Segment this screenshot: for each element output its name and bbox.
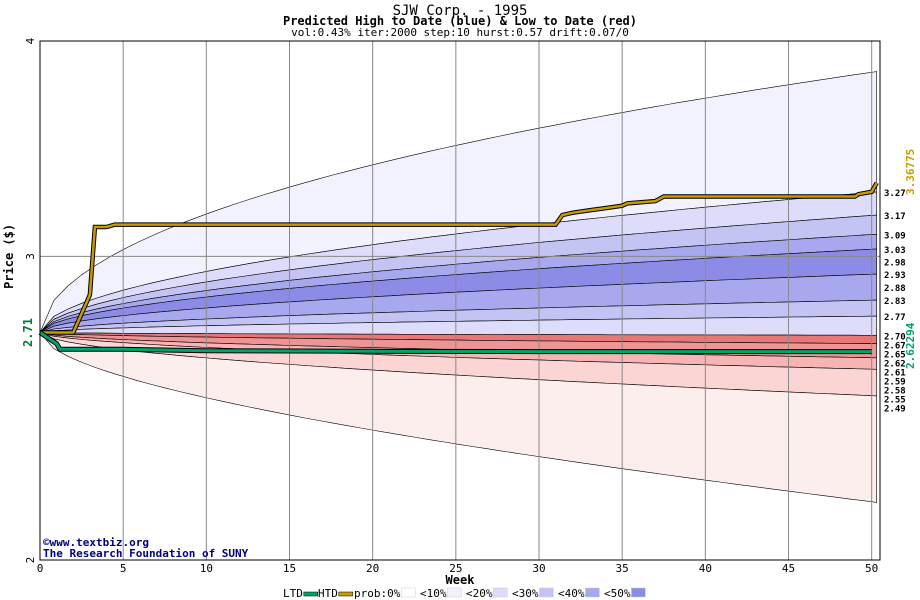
grid [40,41,880,560]
ltd-line [39,331,872,354]
legend-swatch [631,587,646,598]
x-tick-label: 35 [616,562,629,575]
right-value-label: 2.83 [884,297,906,307]
x-tick-label: 5 [120,562,127,575]
right-value-label: 2.70 [884,332,906,342]
right-value-label: 2.65 [884,350,906,360]
legend-swatch [338,591,354,597]
credit-line-2: The Research Foundation of SUNY [43,547,249,560]
start-price-label: 2.71 [21,318,35,347]
legend-swatch [585,587,600,598]
right-value-label: 2.93 [884,271,906,281]
right-value-label: 3.09 [884,231,906,241]
htd-final-label: 3.36775 [904,149,917,195]
x-tick-label: 10 [200,562,213,575]
legend-label: <20% [466,587,493,600]
credit-line-1: ©www.textbiz.org [43,536,149,549]
legend-swatch [539,587,554,598]
y-tick-label: 4 [24,37,37,44]
right-value-label: 2.49 [884,404,906,414]
y-axis-label: Price ($) [2,224,16,289]
legend-label: <10% [420,587,447,600]
htd-line [40,182,878,334]
right-value-label: 2.58 [884,386,906,396]
axes: 0 5 10 15 20 25 30 35 40 45 50 2 3 4 Week Price ($) 2.71 [2,37,881,587]
probability-bands [39,71,877,503]
x-tick-label: 50 [865,562,878,575]
right-value-label: 2.77 [884,313,906,323]
chart-subtitle: Predicted High to Date (blue) & Low to D… [282,14,637,28]
right-value-label: 2.98 [884,258,906,268]
right-value-label: 3.27 [884,189,906,199]
value-labels: 3.27 3.17 3.09 3.03 2.98 2.93 2.88 2.83 2.77 2.70… [884,149,917,415]
right-value-label: 2.59 [884,377,906,387]
legend-label: <50% [604,587,631,600]
right-value-label: 2.67 [884,341,906,351]
x-axis-label: Week [446,573,476,587]
legend-label: prob:0% [354,587,401,600]
right-value-label: 3.17 [884,212,906,222]
x-tick-label: 0 [37,562,44,575]
band-red-10 [39,332,877,503]
x-tick-label: 25 [449,562,462,575]
right-value-label: 2.61 [884,368,906,378]
x-tick-label: 15 [283,562,296,575]
right-value-label: 3.03 [884,246,906,256]
legend-swatch [303,591,319,597]
x-tick-label: 40 [699,562,712,575]
right-value-label: 2.55 [884,395,906,405]
x-tick-label: 45 [782,562,795,575]
series-lines [38,181,879,355]
legend-swatch [493,587,508,598]
legend-swatch [400,587,416,598]
legend-swatch [447,587,462,598]
right-value-label: 2.88 [884,284,906,294]
x-tick-label: 20 [366,562,379,575]
y-tick-label: 2 [24,557,37,564]
legend-label: LTD [283,587,303,600]
chart-title: SJW Corp. - 1995 [392,3,528,19]
legend: LTD HTD prob:0% <10% <20% <30% <40% <50% [283,587,646,600]
chart-params: vol:0.43% iter:2000 step:10 hurst:0.57 d… [291,26,629,39]
legend-label: <30% [512,587,539,600]
legend-label: <40% [558,587,585,600]
legend-label: HTD [318,587,338,600]
plot-frame [39,40,881,561]
ltd-final-label: 2.62294 [904,322,917,369]
right-value-label: 2.62 [884,359,906,369]
x-tick-label: 30 [532,562,545,575]
y-tick-label: 3 [24,253,37,260]
